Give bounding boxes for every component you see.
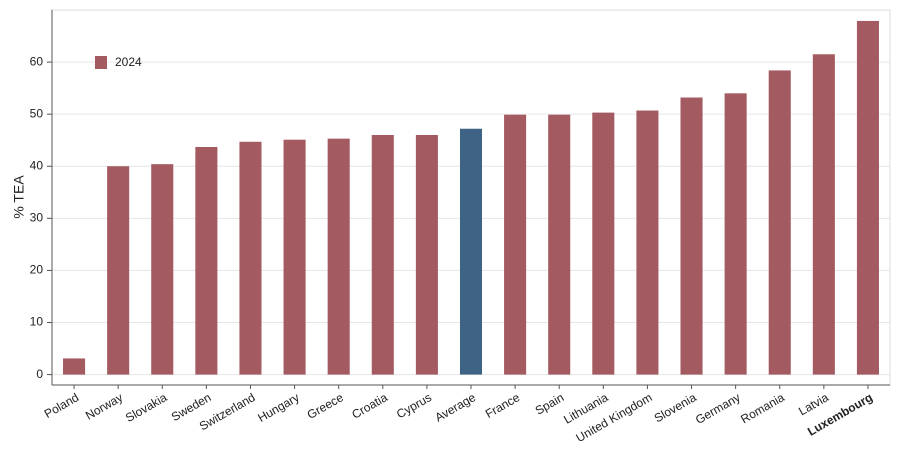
bar — [592, 112, 615, 375]
bar — [768, 70, 791, 375]
y-tick-label: 40 — [30, 158, 44, 172]
x-tick-label: Greece — [305, 390, 346, 422]
bar — [239, 141, 262, 375]
bar — [63, 358, 86, 375]
y-tick-label: 60 — [30, 54, 44, 68]
bar — [107, 166, 130, 375]
x-tick-label: Norway — [83, 390, 125, 422]
y-axis-label: % TEA — [11, 175, 27, 219]
y-tick-label: 0 — [36, 367, 43, 381]
y-tick-label: 20 — [30, 263, 44, 277]
x-tick-label: Hungary — [255, 390, 301, 425]
x-tick-label: France — [483, 390, 523, 421]
y-tick-label: 30 — [30, 211, 44, 225]
bar — [195, 146, 218, 375]
x-tick-label: Germany — [693, 390, 743, 427]
bar — [327, 138, 350, 375]
bar — [504, 114, 527, 375]
bar — [371, 135, 394, 375]
bar — [636, 110, 659, 375]
bar — [548, 114, 571, 375]
bar — [856, 20, 879, 375]
legend-swatch — [95, 56, 107, 69]
x-tick-label: Poland — [42, 390, 81, 421]
bar — [283, 139, 306, 375]
y-tick-label: 10 — [30, 315, 44, 329]
bar — [680, 97, 703, 375]
bar — [415, 135, 438, 375]
x-tick-label: Average — [433, 390, 479, 425]
x-tick-label: Slovenia — [652, 390, 699, 425]
x-tick-label: Romania — [738, 390, 787, 426]
bar — [151, 164, 174, 375]
x-tick-label: Croatia — [349, 390, 390, 422]
bar — [459, 128, 483, 375]
bar — [812, 54, 835, 375]
x-tick-label: Slovakia — [123, 390, 170, 425]
y-tick-label: 50 — [30, 106, 44, 120]
legend-label: 2024 — [115, 55, 142, 69]
x-tick-label: Cyprus — [394, 390, 434, 421]
bar — [724, 93, 747, 375]
x-tick-label: United Kingdom — [574, 390, 655, 445]
